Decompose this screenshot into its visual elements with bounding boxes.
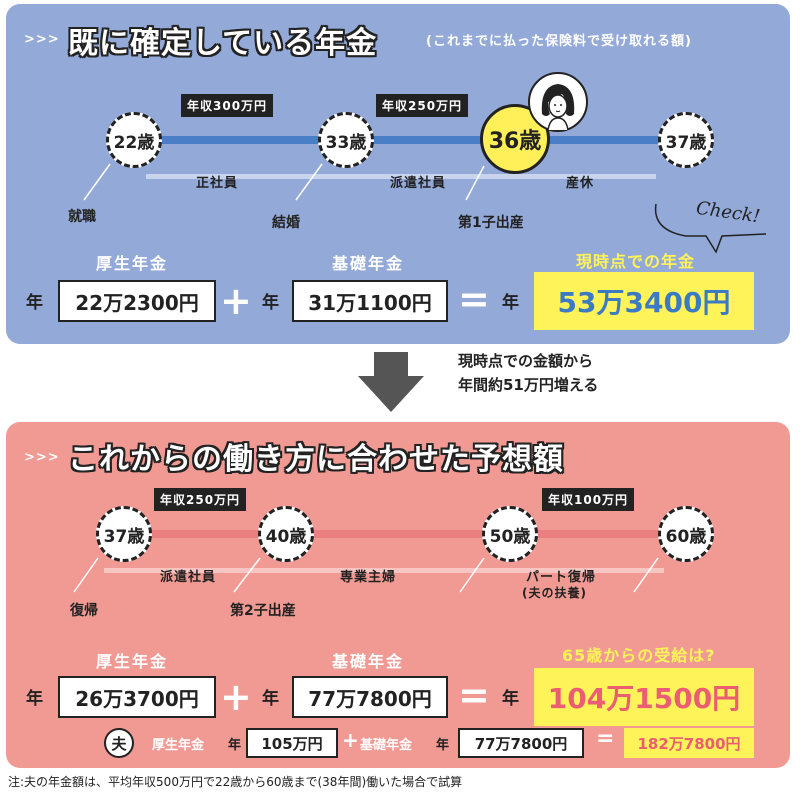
salary-tag: 年収100万円: [542, 488, 635, 511]
year-unit: 年: [26, 293, 43, 313]
equals-sign: =: [596, 726, 615, 751]
kiso-label: 基礎年金: [332, 254, 405, 273]
husband-kosei-label: 厚生年金: [152, 738, 205, 753]
period-label: 産休: [566, 176, 595, 191]
period-label: 派遣社員: [390, 176, 447, 191]
kosei-value: 26万3700円: [58, 676, 216, 718]
section-note: (これまでに払った保険料で受け取れる額): [426, 34, 692, 49]
equals-sign: =: [458, 673, 490, 717]
salary-tag: 年収250万円: [376, 94, 469, 117]
year-unit: 年: [502, 293, 519, 313]
section-title: これからの働き方に合わせた予想額: [68, 442, 564, 477]
event-label: 復帰: [70, 603, 98, 619]
period-label: 正社員: [196, 176, 239, 191]
event-label: 第1子出産: [458, 215, 524, 231]
kosei-label: 厚生年金: [96, 254, 169, 273]
husband-mark: 夫: [104, 728, 134, 758]
year-unit: 年: [228, 738, 242, 753]
year-unit: 年: [262, 293, 279, 313]
plus-sign: +: [342, 728, 359, 752]
husband-kiso-label: 基礎年金: [360, 738, 413, 753]
section-arrows: >>>: [24, 32, 60, 47]
age-circle: 40歳: [258, 506, 314, 562]
husband-total: 182万7800円: [624, 728, 754, 758]
year-unit: 年: [262, 689, 279, 709]
event-connector-lines: [73, 557, 659, 593]
salary-tag: 年収300万円: [181, 94, 274, 117]
timeline-bar: [134, 530, 694, 538]
year-unit: 年: [436, 738, 450, 753]
plus-sign: +: [220, 675, 252, 719]
result-label: 現時点での年金: [576, 252, 696, 271]
age-circle: 22歳: [106, 112, 162, 168]
equals-sign: =: [458, 277, 490, 321]
husband-kiso-value: 77万7800円: [458, 728, 584, 758]
timeline-pale-bar: [146, 174, 656, 179]
period-label: パート復帰: [526, 570, 597, 585]
increase-note-line2: 年間約51万円増える: [458, 376, 599, 394]
section-title: 既に確定している年金: [68, 26, 378, 61]
age-circle: 60歳: [658, 506, 714, 562]
year-unit: 年: [26, 689, 43, 709]
section-arrows: >>>: [24, 450, 60, 465]
kosei-value: 22万2300円: [58, 280, 216, 322]
speech-curve: [654, 203, 767, 254]
period-sublabel: (夫の扶養): [522, 586, 587, 600]
result-label: 65歳からの受給は?: [562, 646, 716, 665]
kiso-value: 77万7800円: [292, 676, 448, 718]
event-label: 第2子出産: [230, 603, 296, 619]
event-connector-lines: [83, 163, 485, 201]
current-pension-total: 53万3400円: [534, 272, 754, 330]
period-label: 専業主婦: [340, 570, 397, 585]
kosei-label: 厚生年金: [96, 652, 169, 671]
age-circle: 37歳: [96, 506, 152, 562]
age-circle: 50歳: [482, 506, 538, 562]
event-label: 結婚: [272, 215, 300, 231]
age-circle: 33歳: [318, 112, 374, 168]
period-label: 派遣社員: [160, 570, 217, 585]
salary-tag: 年収250万円: [154, 488, 247, 511]
current-age-circle: 36歳: [480, 104, 550, 174]
current-pension-panel: >>> 既に確定している年金 (これまでに払った保険料で受け取れる額) 年収30…: [6, 4, 790, 344]
year-unit: 年: [502, 689, 519, 709]
event-label: 就職: [68, 209, 96, 225]
timeline-bar: [146, 136, 686, 144]
husband-kosei-value: 105万円: [246, 728, 338, 758]
kiso-value: 31万1100円: [292, 280, 448, 322]
woman-avatar-icon: [528, 72, 588, 132]
plus-sign: +: [220, 279, 252, 323]
kiso-label: 基礎年金: [332, 652, 405, 671]
footnote: 注:夫の年金額は、平均年収500万円で22歳から60歳まで(38年間)働いた場合…: [8, 775, 463, 789]
timeline-pale-bar: [104, 568, 664, 573]
age-circle: 37歳: [658, 112, 714, 168]
projected-pension-panel: >>> これからの働き方に合わせた予想額 年収250万円 年収100万円 37歳…: [6, 422, 790, 768]
projected-pension-total: 104万1500円: [534, 668, 754, 726]
increase-note-line1: 現時点での金額から: [458, 352, 594, 370]
down-arrow-icon: [358, 352, 424, 412]
